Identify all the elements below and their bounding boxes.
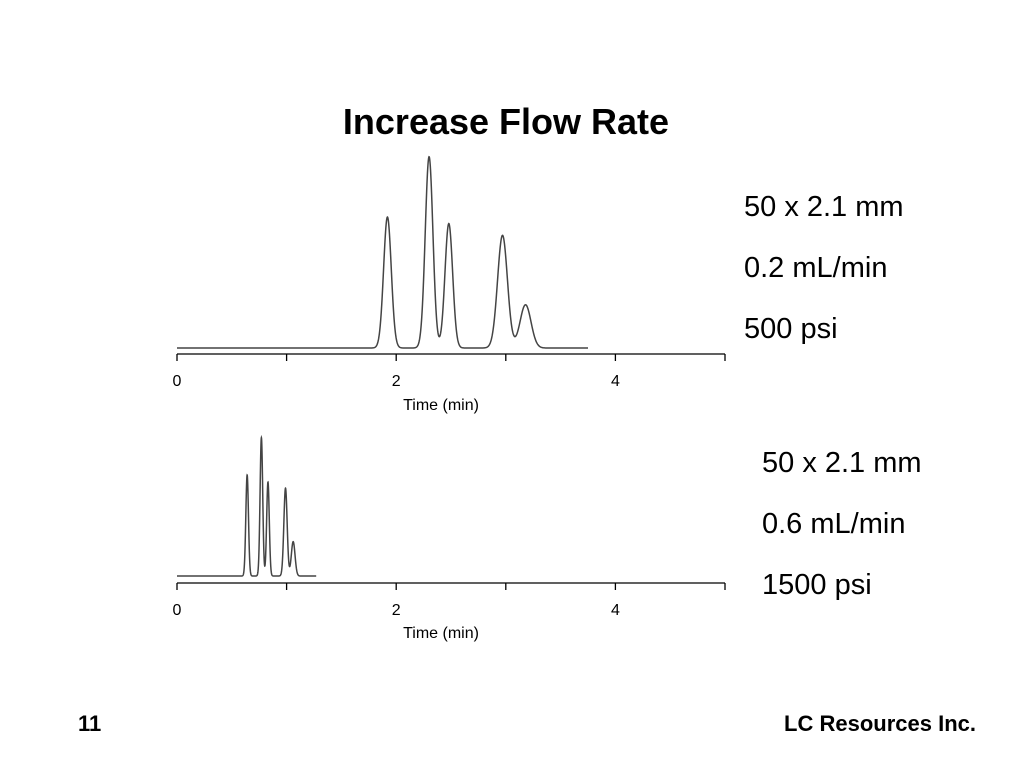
conditions-top: 50 x 2.1 mm 0.2 mL/min 500 psi xyxy=(744,192,904,375)
flow-rate-top: 0.2 mL/min xyxy=(744,252,888,284)
x-tick-label-top: 4 xyxy=(611,373,620,390)
x-tick-label-bottom: 0 xyxy=(173,602,182,619)
x-axis-title-bottom: Time (min) xyxy=(403,625,479,642)
slide-title: Increase Flow Rate xyxy=(342,101,670,142)
trace-line-top xyxy=(177,155,588,349)
pressure-top: 500 psi xyxy=(744,313,838,345)
x-axis-title-top: Time (min) xyxy=(403,397,479,414)
column-dimensions-bottom: 50 x 2.1 mm xyxy=(762,447,922,479)
x-ticks-top xyxy=(176,354,726,361)
x-tick-label-top: 2 xyxy=(392,373,401,390)
x-tick-label-top: 0 xyxy=(173,373,182,390)
pressure-bottom: 1500 psi xyxy=(762,569,872,601)
x-tick-labels-bottom: 0 2 4 xyxy=(173,602,620,619)
x-ticks-bottom xyxy=(176,583,726,590)
conditions-bottom: 50 x 2.1 mm 0.6 mL/min 1500 psi xyxy=(762,448,922,631)
x-tick-label-bottom: 2 xyxy=(392,602,401,619)
column-dimensions-top: 50 x 2.1 mm xyxy=(744,191,904,223)
footer-company: LC Resources Inc. xyxy=(784,711,976,736)
trace-line-bottom xyxy=(177,434,317,577)
x-tick-label-bottom: 4 xyxy=(611,602,620,619)
x-tick-labels-top: 0 2 4 xyxy=(173,373,620,390)
flow-rate-bottom: 0.6 mL/min xyxy=(762,508,906,540)
page-number: 11 xyxy=(78,711,102,736)
